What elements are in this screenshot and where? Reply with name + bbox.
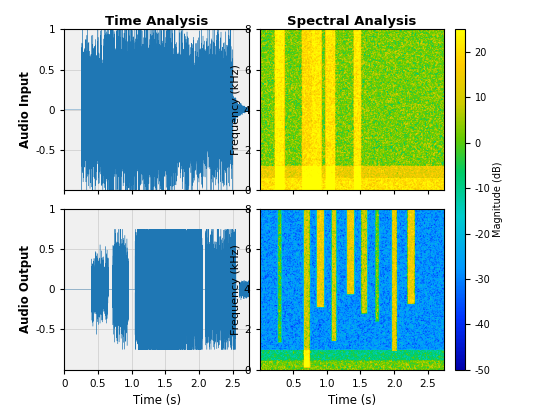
Y-axis label: Magnitude (dB): Magnitude (dB)	[493, 162, 503, 237]
Y-axis label: Frequency (kHz): Frequency (kHz)	[231, 244, 241, 335]
Y-axis label: Frequency (kHz): Frequency (kHz)	[231, 64, 241, 155]
Y-axis label: Audio Output: Audio Output	[20, 245, 32, 333]
X-axis label: Time (s): Time (s)	[133, 394, 181, 407]
Title: Time Analysis: Time Analysis	[105, 15, 208, 28]
Title: Spectral Analysis: Spectral Analysis	[287, 15, 417, 28]
Y-axis label: Audio Input: Audio Input	[20, 71, 32, 148]
X-axis label: Time (s): Time (s)	[328, 394, 376, 407]
